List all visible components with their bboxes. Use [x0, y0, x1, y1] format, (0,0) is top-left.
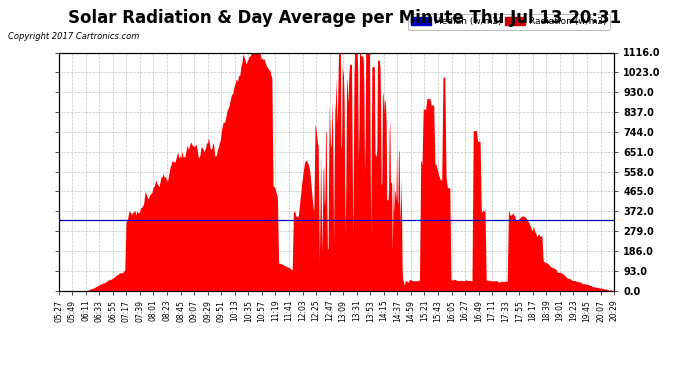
Text: Copyright 2017 Cartronics.com: Copyright 2017 Cartronics.com [8, 32, 139, 41]
Legend: Median (w/m2), Radiation (w/m2): Median (w/m2), Radiation (w/m2) [408, 14, 609, 30]
Text: Solar Radiation & Day Average per Minute Thu Jul 13 20:31: Solar Radiation & Day Average per Minute… [68, 9, 622, 27]
